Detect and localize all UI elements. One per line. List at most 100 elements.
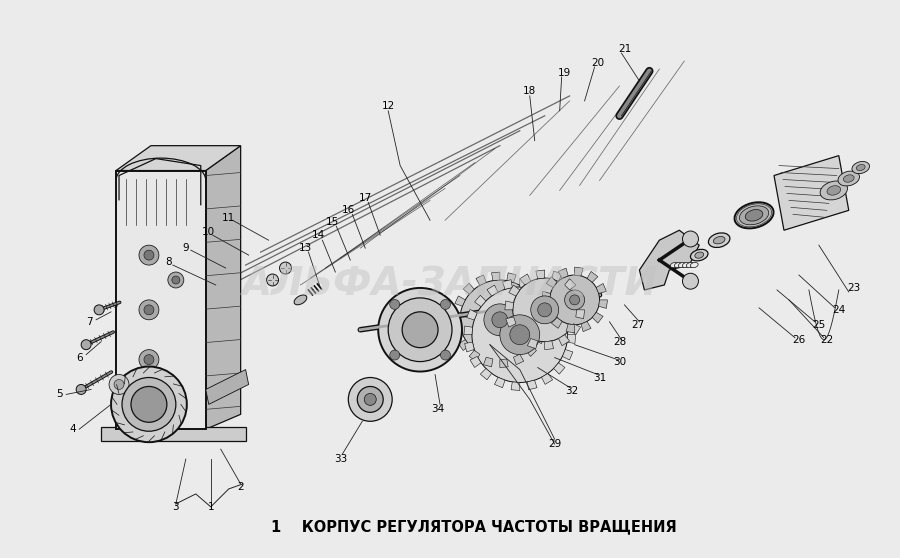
Polygon shape [116,146,240,171]
Circle shape [94,305,104,315]
Polygon shape [581,321,591,331]
Circle shape [390,300,400,309]
Circle shape [513,278,577,341]
Polygon shape [469,350,480,361]
Polygon shape [116,171,206,429]
Polygon shape [494,377,505,388]
Text: 32: 32 [565,387,578,396]
Text: 33: 33 [334,454,347,464]
Polygon shape [520,278,531,289]
Circle shape [500,315,540,355]
Polygon shape [564,279,576,290]
Text: 19: 19 [558,68,572,78]
Polygon shape [542,291,551,300]
Circle shape [388,298,452,362]
Polygon shape [502,280,512,289]
Text: 16: 16 [342,205,355,215]
Circle shape [357,387,383,412]
Polygon shape [548,290,559,301]
Ellipse shape [708,233,730,248]
Polygon shape [527,380,537,389]
Polygon shape [567,335,576,343]
Text: 27: 27 [631,320,644,330]
Polygon shape [574,267,583,276]
Text: 24: 24 [832,305,845,315]
Polygon shape [598,300,608,309]
Polygon shape [500,359,508,368]
Text: 10: 10 [202,227,215,237]
Circle shape [81,340,91,350]
Text: 29: 29 [548,439,562,449]
Circle shape [509,325,530,345]
Polygon shape [562,349,573,360]
Polygon shape [558,268,568,278]
Polygon shape [526,345,536,357]
Polygon shape [535,282,545,292]
Ellipse shape [736,204,771,227]
Ellipse shape [827,186,841,195]
Text: 25: 25 [812,320,825,330]
Polygon shape [505,301,514,310]
Text: 9: 9 [183,243,189,253]
Circle shape [570,295,580,305]
Polygon shape [537,304,547,313]
Text: 20: 20 [591,58,604,68]
Text: 1    КОРПУС РЕГУЛЯТОРА ЧАСТОТЫ ВРАЩЕНИЯ: 1 КОРПУС РЕГУЛЯТОРА ЧАСТОТЫ ВРАЩЕНИЯ [271,519,676,534]
Polygon shape [559,335,570,346]
Circle shape [168,272,184,288]
Circle shape [139,300,159,320]
Circle shape [378,288,462,372]
Text: 13: 13 [299,243,312,253]
Polygon shape [452,311,461,320]
Text: 28: 28 [613,336,626,347]
Polygon shape [481,368,491,380]
Polygon shape [506,317,516,327]
Circle shape [114,379,124,389]
Text: 34: 34 [431,405,445,415]
Polygon shape [511,382,520,391]
Polygon shape [470,357,482,368]
Circle shape [402,312,438,348]
Text: 8: 8 [166,257,172,267]
Polygon shape [559,302,570,313]
Polygon shape [552,271,562,281]
Text: 21: 21 [617,44,631,54]
Ellipse shape [695,252,704,258]
Polygon shape [535,334,544,344]
Polygon shape [587,271,598,282]
Ellipse shape [670,262,679,268]
Text: 14: 14 [311,230,325,240]
Polygon shape [542,373,553,384]
Polygon shape [544,341,554,350]
Ellipse shape [690,249,708,261]
Text: 30: 30 [613,357,626,367]
Text: 11: 11 [222,213,235,223]
Circle shape [460,280,540,359]
Polygon shape [467,310,477,320]
Circle shape [390,350,400,360]
Circle shape [131,387,166,422]
Circle shape [172,276,180,284]
Polygon shape [576,310,585,319]
Circle shape [484,304,516,336]
Text: 4: 4 [70,424,77,434]
Ellipse shape [740,206,769,225]
Polygon shape [487,285,498,296]
Polygon shape [539,320,548,328]
Polygon shape [543,306,553,316]
Polygon shape [206,369,248,405]
Circle shape [144,305,154,315]
Circle shape [139,350,159,369]
Polygon shape [464,326,473,335]
Text: 26: 26 [792,335,806,345]
Polygon shape [592,312,603,323]
Ellipse shape [856,165,865,171]
Ellipse shape [843,175,854,182]
Ellipse shape [679,262,686,268]
Polygon shape [453,326,463,336]
Polygon shape [520,274,531,285]
Ellipse shape [820,181,848,200]
Circle shape [348,378,392,421]
Polygon shape [565,318,575,327]
Text: 3: 3 [173,502,179,512]
